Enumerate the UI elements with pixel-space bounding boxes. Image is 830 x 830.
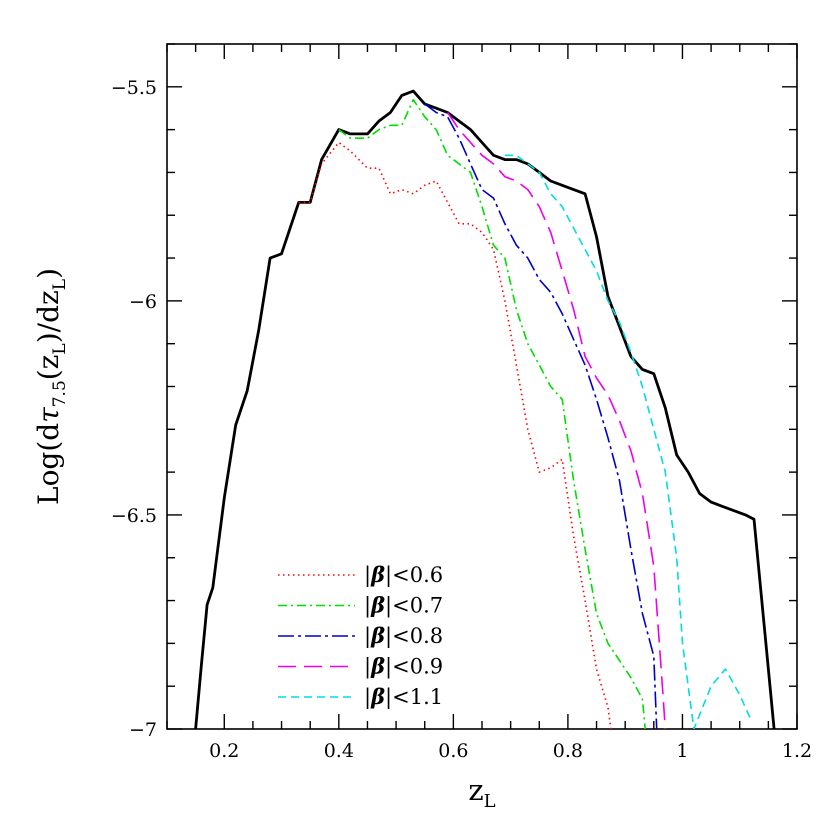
- y-tick-label: −5.5: [111, 77, 157, 99]
- x-tick-label: 0.6: [438, 740, 468, 762]
- y-title-sub2: L: [50, 279, 70, 290]
- x-tick-label: 0.2: [209, 740, 239, 762]
- y-title-sub1: L: [50, 343, 70, 354]
- y-tick-label: −6.5: [111, 505, 157, 527]
- x-tick-label: 1.2: [782, 740, 812, 762]
- series-line-0-6: [298, 141, 612, 729]
- y-axis-title: Log(dτ7.5(zL)/dzL): [32, 268, 70, 505]
- legend-label: |β|<1.1: [364, 684, 443, 710]
- axis-tick-labels: 0.2 0.4 0.6 0.8 1 1.2 −7 −6.5 −6 −5.5: [111, 77, 812, 762]
- legend-label: |β|<0.9: [364, 654, 443, 680]
- legend-label: |β|<0.7: [364, 593, 443, 619]
- y-title-pre: Log(d: [32, 423, 65, 505]
- series-line-0-9: [446, 112, 667, 729]
- x-axis-title-main: z: [468, 773, 483, 807]
- x-tick-label: 1: [676, 740, 688, 762]
- x-axis-title-sub: L: [484, 791, 496, 812]
- series-line-0-8: [424, 103, 658, 729]
- y-tick-label: −6: [129, 291, 157, 313]
- y-title-mid1: (z: [32, 355, 65, 381]
- y-title-tau-sub: 7.5: [50, 380, 70, 407]
- series-layer: [194, 89, 776, 729]
- series-line-1-1: [504, 154, 752, 729]
- y-title-post: ): [32, 268, 65, 279]
- series-line-0-7: [338, 98, 646, 729]
- series-line-all: [194, 89, 776, 729]
- legend-label: |β|<0.8: [364, 623, 443, 649]
- plot-frame: [166, 43, 798, 730]
- legend-label: |β|<0.6: [364, 562, 443, 588]
- x-tick-label: 0.4: [324, 740, 354, 762]
- x-axis-title: zL: [468, 773, 495, 812]
- y-tick-label: −7: [129, 719, 157, 741]
- axis-ticks: [166, 43, 798, 730]
- y-title-tau: τ: [32, 407, 65, 423]
- y-title-mid2: )/dz: [32, 290, 65, 343]
- legend: |β|<0.6 |β|<0.7 |β|<0.8 |β|<0.9 |β|<1.1: [278, 562, 443, 710]
- x-tick-label: 0.8: [553, 740, 583, 762]
